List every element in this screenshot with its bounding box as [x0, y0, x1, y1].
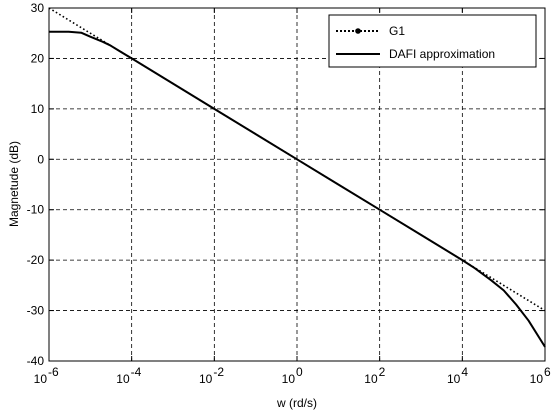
- legend-marker-g1: [355, 28, 361, 34]
- y-tick-label: 20: [31, 51, 45, 65]
- x-tick-base: 10: [199, 372, 213, 386]
- x-tick-base: 10: [447, 372, 461, 386]
- x-tick-exponent: 6: [544, 365, 551, 379]
- y-tick-labels: 30 20 10 0 -10 -20 -30 -40: [27, 1, 45, 368]
- x-tick-exponent: 2: [379, 365, 386, 379]
- x-tick-exponent: 0: [296, 365, 303, 379]
- x-tick-label: 10 0: [282, 365, 303, 386]
- y-tick-label: -40: [27, 354, 45, 368]
- x-tick-label: 10 6: [530, 365, 551, 386]
- x-tick-label: 10 -6: [34, 365, 59, 386]
- x-tick-exponent: -6: [48, 365, 59, 379]
- x-tick-base: 10: [116, 372, 130, 386]
- x-tick-exponent: -4: [131, 365, 142, 379]
- y-tick-label: -30: [27, 304, 45, 318]
- y-tick-label: 0: [37, 152, 44, 166]
- x-tick-exponent: 4: [461, 365, 468, 379]
- y-tick-label: 10: [31, 102, 45, 116]
- legend-label-dafi: DAFI approximation: [389, 47, 495, 61]
- legend: G1 DAFI approximation: [328, 14, 537, 68]
- legend-box: [328, 14, 537, 68]
- x-axis-label: w (rd/s): [276, 396, 317, 410]
- x-tick-label: 10 2: [364, 365, 385, 386]
- x-tick-exponent: -2: [213, 365, 224, 379]
- x-tick-base: 10: [530, 372, 544, 386]
- legend-label-g1: G1: [389, 24, 405, 38]
- x-tick-label: 10 -4: [116, 365, 141, 386]
- plot-frame: [48, 7, 546, 362]
- y-tick-label: -10: [27, 203, 45, 217]
- y-tick-label: 30: [31, 1, 45, 15]
- x-tick-labels: 10 -6 10 -4 10 -2 10 0 10 2 10 4 10 6: [34, 365, 551, 386]
- series-line-dafi: [49, 30, 546, 348]
- series-lines: [48, 7, 546, 348]
- y-tick-label: -20: [27, 253, 45, 267]
- x-tick-base: 10: [34, 372, 48, 386]
- x-tick-base: 10: [364, 372, 378, 386]
- x-tick-label: 10 -2: [199, 365, 224, 386]
- y-axis-label: Magnetude (dB): [7, 141, 21, 227]
- x-tick-label: 10 4: [447, 365, 468, 386]
- x-tick-base: 10: [282, 372, 296, 386]
